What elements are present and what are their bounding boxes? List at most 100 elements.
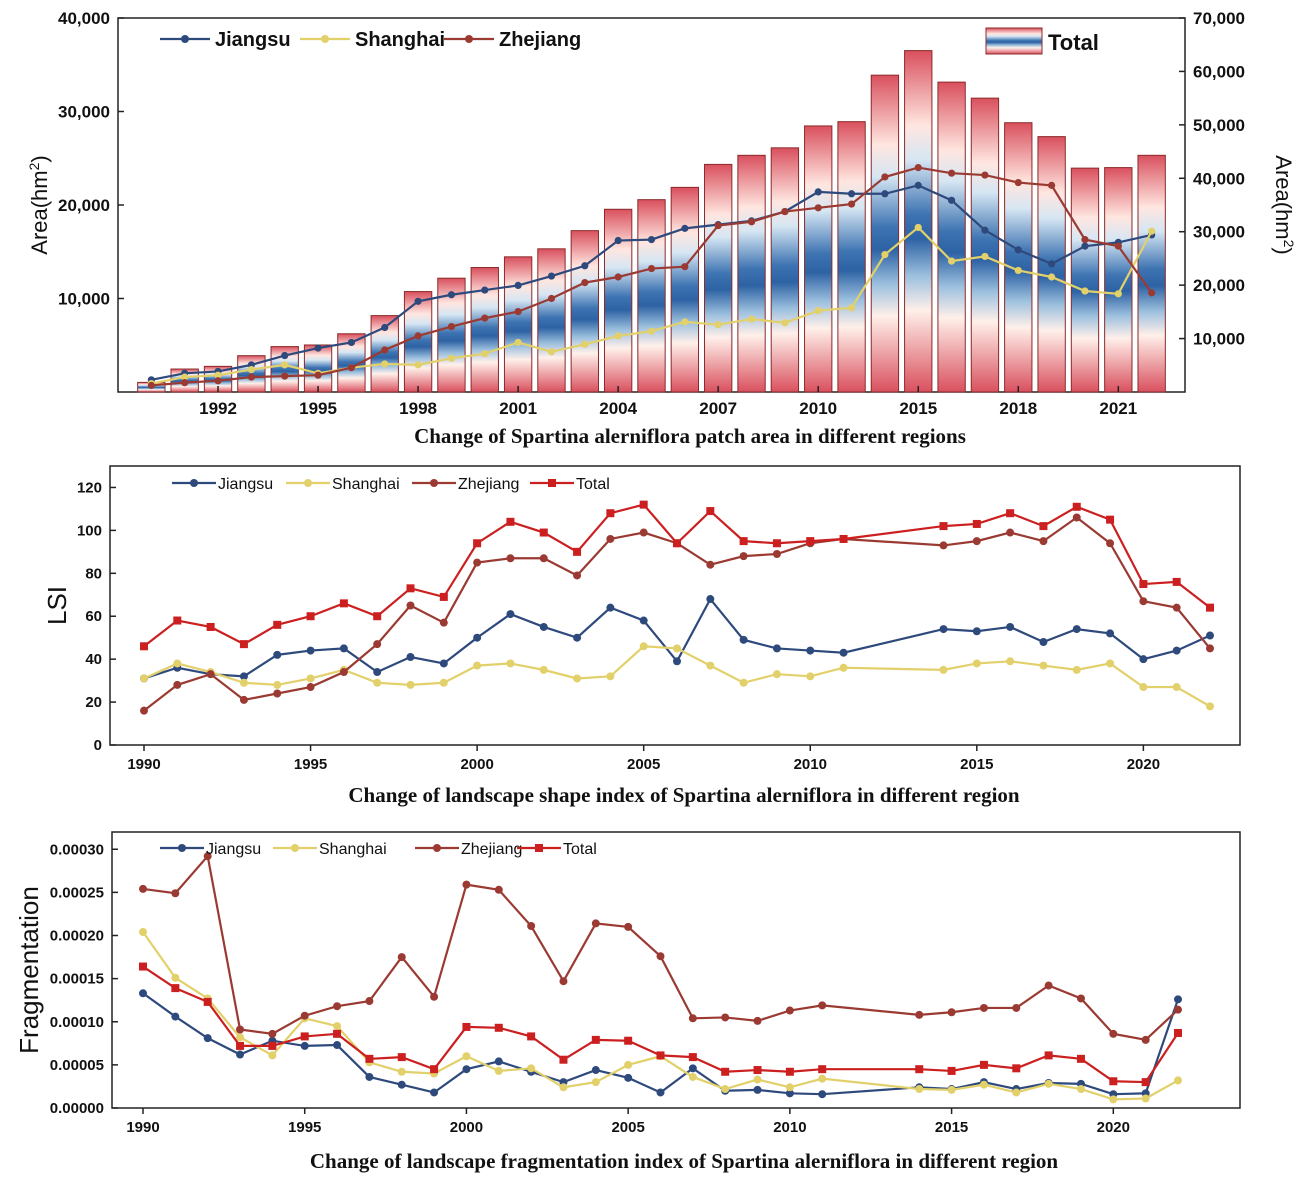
data-point-shanghai <box>939 665 948 674</box>
data-point-jiangsu <box>673 657 681 666</box>
data-point-shanghai <box>981 252 989 261</box>
data-point-jiangsu <box>591 1066 600 1075</box>
data-point-zhejiang <box>203 852 212 861</box>
data-point-shanghai <box>1148 227 1156 235</box>
legend-marker-jiangsu <box>181 35 189 43</box>
data-point-total <box>173 616 182 625</box>
data-point-zhejiang <box>747 218 756 226</box>
data-point-total <box>203 997 212 1006</box>
total-bar <box>503 256 533 393</box>
data-point-shanghai <box>333 1022 342 1031</box>
data-point-total <box>606 509 615 518</box>
data-point-total <box>591 1035 600 1044</box>
data-point-jiangsu <box>614 236 622 245</box>
data-point-zhejiang <box>1012 1003 1021 1012</box>
data-point-zhejiang <box>439 618 448 627</box>
fragmentation-chart-panel: 0.00000 0.00005 0.00010 0.00015 0.00020 0.000… <box>14 831 1241 1173</box>
data-point-shanghai <box>647 327 656 335</box>
y2-tick-label: 30,000 <box>1193 223 1245 242</box>
data-point-shanghai <box>947 1085 956 1094</box>
data-point-jiangsu <box>1039 637 1048 646</box>
plot-frame <box>111 831 1241 1109</box>
data-point-jiangsu <box>1081 242 1089 250</box>
data-point-zhejiang <box>147 381 155 390</box>
data-point-zhejiang <box>547 294 556 303</box>
legend-marker-shanghai <box>321 35 329 43</box>
data-point-jiangsu <box>300 1041 309 1050</box>
x-tick-label: 2010 <box>799 399 837 418</box>
data-point-jiangsu <box>681 224 689 232</box>
y-tick-label: 0.00020 <box>50 928 104 945</box>
legend-label-shanghai: Shanghai <box>332 476 400 493</box>
data-point-zhejiang <box>236 1025 245 1034</box>
data-point-zhejiang <box>972 537 981 546</box>
data-point-total <box>947 1066 956 1075</box>
data-point-jiangsu <box>1206 631 1214 640</box>
data-point-shanghai <box>1048 273 1056 281</box>
data-point-shanghai <box>1044 1079 1053 1088</box>
data-point-jiangsu <box>739 635 748 644</box>
total-bar <box>837 121 866 393</box>
legend-marker-jiangsu <box>190 479 198 487</box>
data-point-shanghai <box>406 680 415 689</box>
data-point-total <box>785 1067 794 1076</box>
data-point-total <box>1039 522 1048 531</box>
legend-label-zhejiang: Zhejiang <box>461 841 522 858</box>
data-point-jiangsu <box>397 1080 406 1089</box>
data-point-shanghai <box>1114 290 1122 298</box>
data-point-zhejiang <box>939 541 948 550</box>
data-point-total <box>1174 1028 1182 1037</box>
data-point-total <box>753 1066 762 1075</box>
total-bar <box>1004 122 1033 393</box>
data-point-shanghai <box>739 678 748 687</box>
data-point-jiangsu <box>1014 246 1022 254</box>
data-point-zhejiang <box>681 263 689 271</box>
data-point-zhejiang <box>559 977 568 986</box>
data-point-jiangsu <box>914 181 922 189</box>
series-line-zhejiang <box>142 853 1179 1042</box>
data-point-jiangsu <box>1048 260 1056 268</box>
total-bar <box>704 163 733 393</box>
total-bar <box>937 81 966 393</box>
data-point-zhejiang <box>573 571 582 580</box>
data-point-zhejiang <box>527 922 536 931</box>
data-point-shanghai <box>171 973 180 982</box>
data-point-jiangsu <box>373 668 382 677</box>
data-point-zhejiang <box>300 1011 309 1020</box>
y-tick-label: 80 <box>85 565 102 582</box>
x-tick-label: 1990 <box>127 756 160 773</box>
data-point-zhejiang <box>373 640 382 649</box>
data-point-total <box>706 507 715 516</box>
total-bar <box>670 186 700 393</box>
data-point-shanghai <box>173 659 182 668</box>
data-point-zhejiang <box>947 169 956 177</box>
data-point-jiangsu <box>1174 995 1182 1004</box>
y-tick-label: 0.00025 <box>50 884 104 901</box>
data-point-zhejiang <box>847 200 856 208</box>
data-point-jiangsu <box>236 1050 245 1059</box>
data-point-zhejiang <box>1014 178 1022 187</box>
data-point-zhejiang <box>639 528 648 537</box>
y-axis-title: Fragmentation <box>14 886 44 1054</box>
data-point-total <box>639 500 648 509</box>
data-point-total <box>839 534 848 543</box>
data-point-shanghai <box>559 1083 568 1092</box>
data-point-shanghai <box>1012 1088 1021 1097</box>
data-point-shanghai <box>1139 683 1148 692</box>
data-point-jiangsu <box>939 625 948 634</box>
y2-tick-label: 70,000 <box>1193 9 1245 28</box>
data-point-jiangsu <box>847 190 856 198</box>
data-point-shanghai <box>721 1085 730 1094</box>
data-point-jiangsu <box>203 1034 212 1043</box>
data-point-total <box>1109 1077 1118 1086</box>
data-point-zhejiang <box>414 332 422 340</box>
legend-marker-shanghai <box>304 479 312 487</box>
data-point-jiangsu <box>814 188 822 196</box>
data-point-total <box>406 584 415 593</box>
data-point-total <box>140 642 148 651</box>
data-point-zhejiang <box>688 1014 697 1023</box>
data-point-total <box>656 1051 665 1060</box>
y-tick-label: 120 <box>77 479 102 496</box>
total-bar <box>737 154 766 393</box>
